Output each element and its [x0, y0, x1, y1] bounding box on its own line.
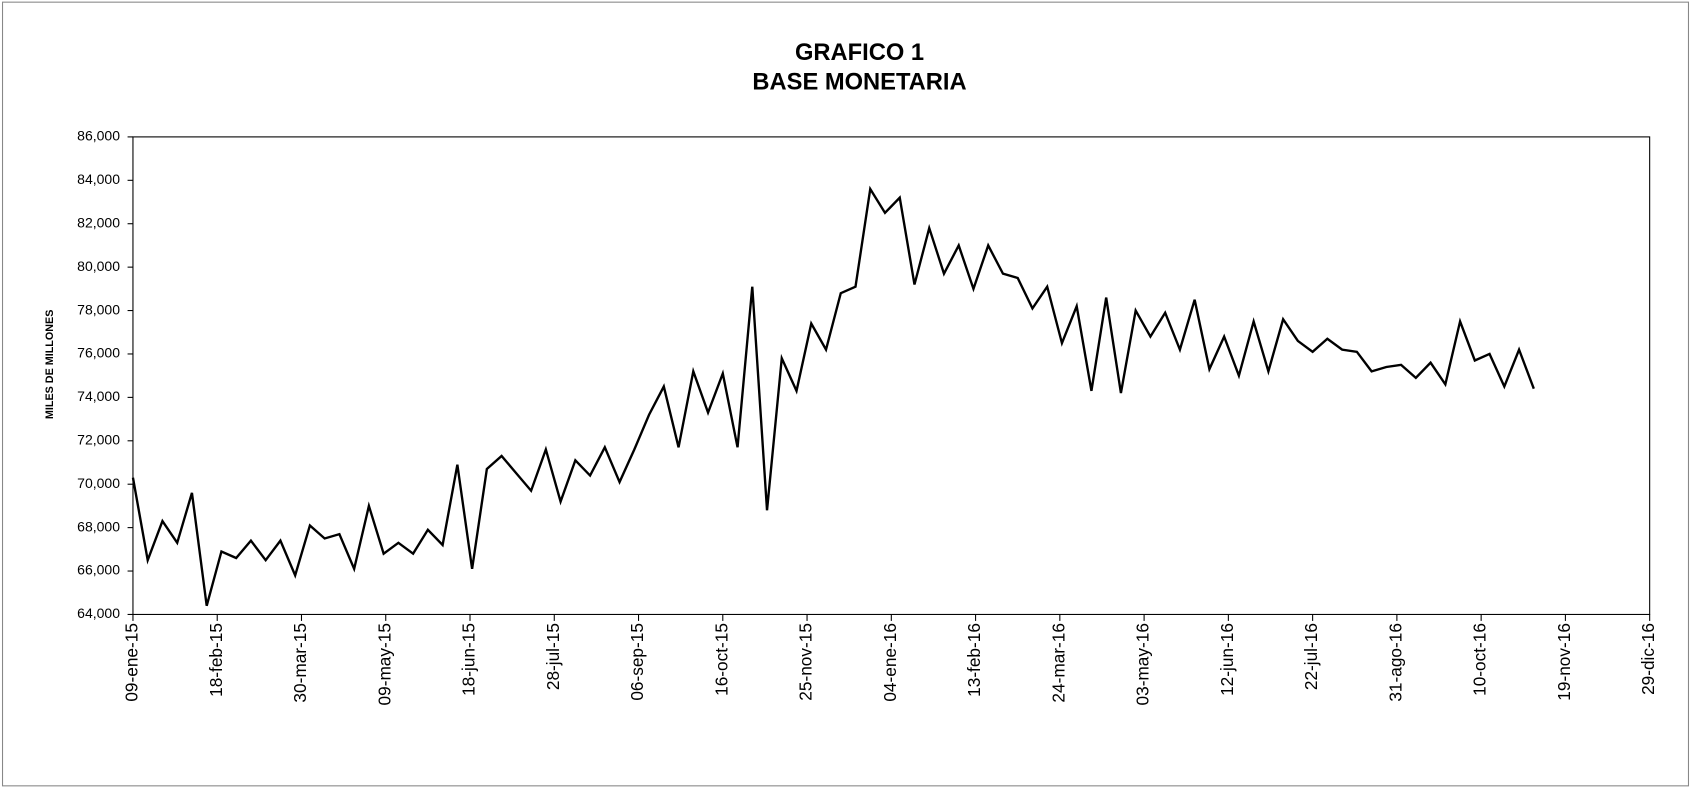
data-line [131, 185, 1535, 607]
x-tick-label: 18-jun-15 [459, 623, 479, 696]
y-axis-label: MILES DE MILLONES [44, 310, 56, 419]
x-tick-label: 22-jul-16 [1301, 623, 1321, 690]
x-tick-label: 16-oct-15 [711, 623, 731, 696]
chart-subtitle: BASE MONETARIA [752, 69, 966, 95]
x-tick-label: 13-feb-16 [964, 623, 984, 697]
x-tick-label: 06-sep-15 [627, 623, 647, 701]
x-tick-label: 04-ene-16 [880, 623, 900, 702]
x-tick-label: 03-may-16 [1133, 623, 1153, 705]
x-tick-label: 25-nov-15 [796, 623, 816, 701]
x-tick-label: 18-feb-15 [206, 623, 226, 697]
y-tick-label: 86,000 [77, 128, 120, 144]
x-tick-label: 09-may-15 [374, 623, 394, 705]
x-tick-label: 10-oct-16 [1470, 623, 1490, 696]
x-tick-label: 24-mar-16 [1048, 623, 1068, 702]
y-tick-label: 74,000 [77, 388, 120, 404]
y-tick-label: 84,000 [77, 171, 120, 187]
x-tick-label: 09-ene-15 [122, 623, 142, 702]
x-tick-label: 29-dic-16 [1638, 623, 1658, 695]
x-tick-label: 12-jun-16 [1217, 623, 1237, 696]
y-tick-label: 66,000 [77, 562, 120, 578]
x-tick-label: 19-nov-16 [1554, 623, 1574, 701]
chart-title: GRAFICO 1 [795, 40, 924, 66]
y-tick-label: 80,000 [77, 258, 120, 274]
y-tick-label: 82,000 [77, 214, 120, 230]
y-tick-label: 68,000 [77, 518, 120, 534]
y-tick-label: 78,000 [77, 301, 120, 317]
y-tick-label: 72,000 [77, 431, 120, 447]
x-tick-label: 31-ago-16 [1385, 623, 1405, 702]
x-tick-label: 30-mar-15 [290, 623, 310, 703]
y-tick-label: 76,000 [77, 345, 120, 361]
x-tick-label: 28-jul-15 [543, 623, 563, 690]
y-tick-label: 70,000 [77, 475, 120, 491]
y-tick-label: 64,000 [77, 605, 120, 621]
